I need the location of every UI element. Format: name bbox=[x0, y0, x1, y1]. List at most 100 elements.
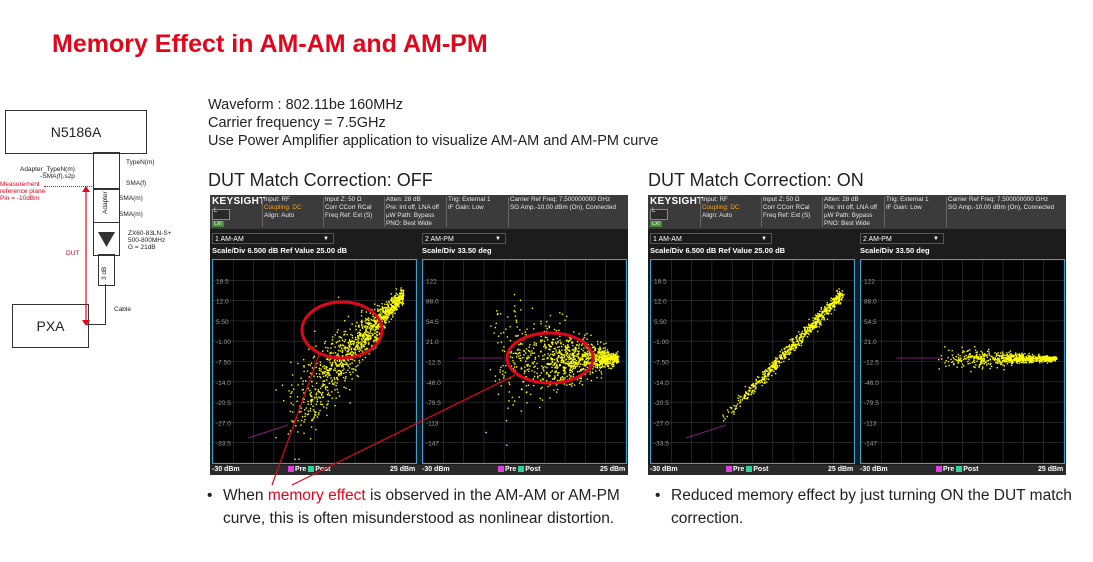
ampm-point bbox=[573, 364, 576, 366]
ampm-point bbox=[595, 357, 597, 360]
amam-point bbox=[375, 322, 378, 325]
amam-point bbox=[819, 313, 821, 315]
ampm-point bbox=[1050, 359, 1052, 361]
ampm-point bbox=[1047, 358, 1049, 361]
ref-plane-1: Measurement bbox=[0, 181, 40, 188]
amam-point bbox=[365, 334, 367, 337]
ampm-point bbox=[1021, 355, 1024, 358]
amam-point bbox=[833, 301, 836, 303]
ampm-point bbox=[952, 360, 954, 363]
amam-point bbox=[384, 322, 386, 324]
ampm-point bbox=[558, 329, 560, 332]
ampm-point bbox=[938, 368, 940, 370]
ampm-point bbox=[607, 365, 609, 367]
ampm-point bbox=[555, 366, 557, 368]
amam-point bbox=[311, 419, 313, 422]
amam-point bbox=[325, 388, 327, 391]
amam-point bbox=[402, 290, 405, 292]
amam-point bbox=[323, 342, 326, 345]
amam-point bbox=[811, 322, 814, 324]
ampm-point bbox=[975, 355, 977, 358]
amam-point bbox=[745, 397, 747, 400]
dut-label: DUT bbox=[66, 250, 80, 257]
amam-point bbox=[365, 330, 368, 333]
ampm-point bbox=[1005, 359, 1008, 362]
ampm-point bbox=[546, 339, 549, 341]
amam-point bbox=[310, 401, 312, 403]
ampm-point bbox=[968, 358, 970, 361]
ampm-point bbox=[612, 362, 614, 364]
ampm-point bbox=[1031, 357, 1034, 359]
ampm-point bbox=[567, 346, 570, 348]
ampm-point bbox=[608, 358, 610, 361]
ampm-point bbox=[1027, 359, 1030, 361]
window2-selector[interactable]: 2 AM-PM ▼ bbox=[422, 233, 506, 244]
ampm-point bbox=[551, 361, 554, 363]
ampm-point bbox=[553, 353, 556, 355]
ampm-point bbox=[519, 357, 522, 360]
amam-point bbox=[815, 318, 817, 321]
amam-point bbox=[337, 345, 340, 347]
ampm-point bbox=[549, 375, 551, 377]
amam-point bbox=[837, 293, 839, 295]
amam-point bbox=[384, 307, 387, 309]
amam-point bbox=[324, 371, 326, 373]
amam-point bbox=[800, 342, 802, 345]
amam-point bbox=[338, 359, 341, 361]
amam-point bbox=[377, 308, 379, 310]
amam-point bbox=[374, 323, 377, 325]
ampm-point bbox=[1043, 356, 1045, 358]
ampm-point bbox=[1041, 357, 1044, 359]
ampm-point bbox=[561, 349, 563, 351]
amam-point bbox=[374, 339, 376, 341]
ampm-point bbox=[601, 354, 604, 357]
ampm-point bbox=[1012, 354, 1015, 357]
ampm-point bbox=[986, 354, 989, 356]
amam-point bbox=[759, 382, 761, 384]
ampm-point bbox=[560, 356, 562, 359]
amam-point bbox=[776, 367, 778, 369]
amam-point bbox=[774, 363, 776, 366]
ampm-point bbox=[585, 363, 588, 365]
ampm-point bbox=[536, 367, 539, 370]
ampm-point bbox=[601, 365, 603, 367]
ampm-point bbox=[996, 362, 999, 364]
ampm-point bbox=[996, 366, 999, 369]
amam-point bbox=[347, 315, 350, 318]
amam-point bbox=[350, 340, 353, 343]
ampm-point bbox=[555, 349, 557, 351]
amam-point bbox=[398, 292, 401, 295]
amam-point bbox=[810, 323, 813, 325]
ampm-point bbox=[579, 359, 582, 361]
amam-point bbox=[341, 351, 344, 353]
ampm-point bbox=[1007, 358, 1009, 361]
ampm-point bbox=[1021, 360, 1024, 362]
amam-point bbox=[804, 326, 806, 329]
ampm-point bbox=[542, 366, 545, 369]
amam-point bbox=[390, 303, 392, 305]
ampm-point bbox=[997, 360, 1000, 363]
window1-selector[interactable]: 1 AM-AM ▼ bbox=[212, 233, 334, 244]
ampm-point bbox=[508, 391, 510, 393]
mode-icon[interactable] bbox=[650, 209, 668, 220]
amam-point bbox=[393, 300, 396, 303]
amam-point bbox=[793, 349, 795, 352]
ampm-point bbox=[582, 343, 584, 345]
ampm-point bbox=[964, 357, 966, 360]
ampm-point bbox=[543, 370, 545, 372]
window2-selector[interactable]: 2 AM-PM ▼ bbox=[860, 233, 944, 244]
amam-point bbox=[835, 301, 838, 304]
window1-selector[interactable]: 1 AM-AM ▼ bbox=[650, 233, 772, 244]
amam-point bbox=[791, 339, 793, 341]
ampm-point bbox=[1003, 359, 1006, 362]
ampm-point bbox=[997, 354, 999, 356]
mode-icon[interactable] bbox=[212, 209, 230, 220]
ampm-point bbox=[537, 375, 539, 378]
ampm-point bbox=[1007, 356, 1010, 359]
ampm-point bbox=[957, 362, 959, 364]
ampm-point bbox=[607, 357, 609, 359]
ampm-point bbox=[576, 344, 579, 346]
ampm-point bbox=[612, 361, 614, 363]
ampm-point bbox=[999, 352, 1002, 354]
ampm-point bbox=[570, 361, 572, 363]
